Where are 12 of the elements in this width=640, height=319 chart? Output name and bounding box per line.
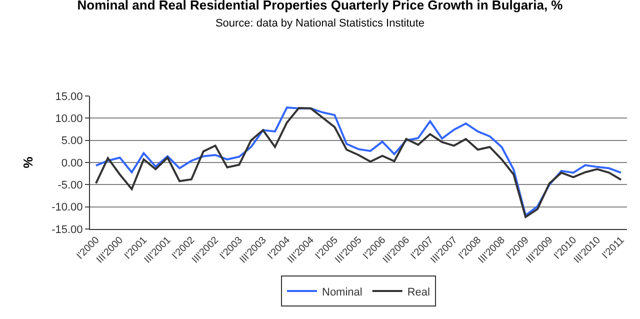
y-axis-title: % (20, 156, 36, 168)
y-tick-label: 0.00 (61, 157, 83, 170)
y-tick-label: -15.00 (52, 224, 83, 236)
legend-label: Real (407, 286, 430, 298)
y-tick-label: -5.00 (58, 180, 83, 192)
legend-label: Nominal (322, 286, 362, 298)
chart-title: Nominal and Real Residential Properties Quarterly Price Growth in Bulgaria, % (77, 0, 564, 13)
chart-subtitle: Source: data by National Statistics Institute (215, 17, 425, 30)
y-tick-label: 5.00 (61, 135, 83, 148)
y-tick-label: 10.00 (55, 113, 83, 126)
y-tick-label: -10.00 (52, 202, 83, 214)
y-tick-label: 15.00 (55, 90, 83, 103)
